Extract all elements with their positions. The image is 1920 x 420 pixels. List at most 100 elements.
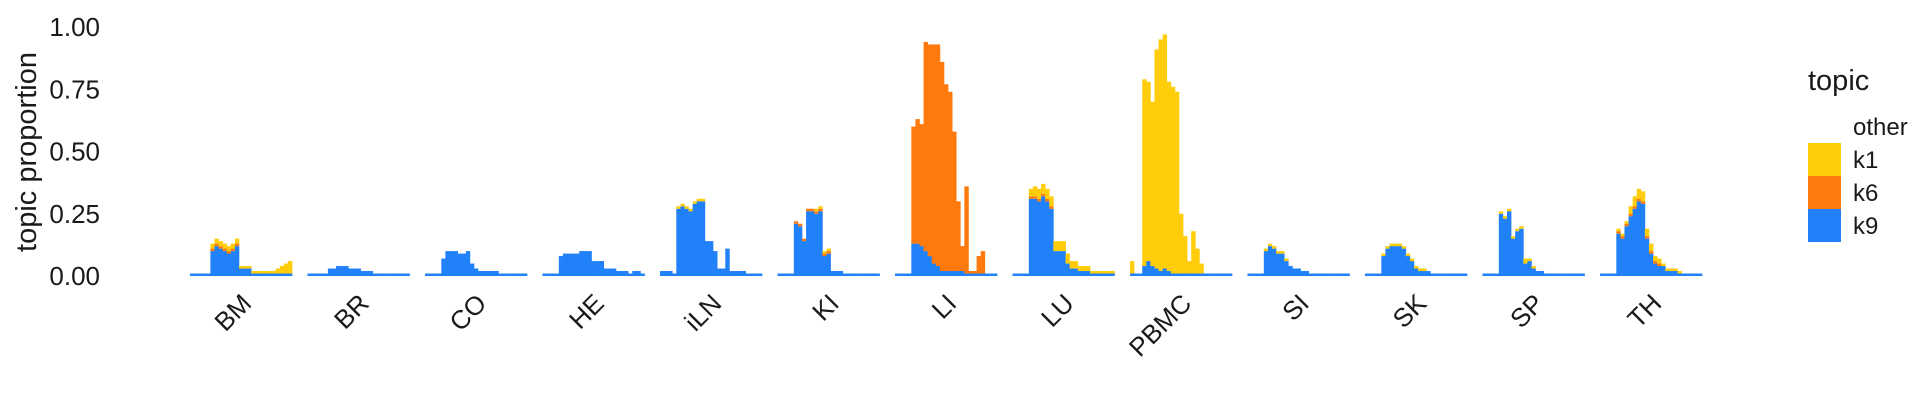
- bar-lu-k1: [1069, 261, 1075, 269]
- bar-sp-k9: [1511, 238, 1516, 276]
- bar-br-k9: [372, 273, 378, 276]
- bar-sk-k9: [1458, 273, 1464, 276]
- bar-he-k9: [554, 273, 560, 276]
- bar-sp-k9: [1490, 273, 1496, 276]
- bar-th-k9: [1600, 273, 1605, 276]
- bar-lu-k9: [1024, 273, 1030, 276]
- group-co: [425, 251, 528, 276]
- bar-co-k9: [457, 253, 463, 276]
- bar-bm-k9: [206, 273, 211, 276]
- bar-pbmc-k9: [1170, 273, 1176, 276]
- bar-sk-k9: [1389, 246, 1394, 276]
- bar-bm-k9: [230, 251, 236, 276]
- bar-sp-k9: [1502, 218, 1508, 276]
- bar-br-k9: [385, 273, 390, 276]
- bar-bm-k6: [218, 246, 223, 249]
- bar-si-k9: [1251, 273, 1257, 276]
- bar-he-k9: [587, 251, 592, 276]
- bar-sk-k1: [1397, 243, 1403, 247]
- bar-si-k9: [1280, 253, 1285, 276]
- bar-pbmc-k9: [1191, 273, 1196, 276]
- bar-si-k9: [1255, 273, 1261, 276]
- bar-th-k9: [1685, 273, 1691, 276]
- bar-ki-k9: [875, 273, 880, 276]
- bar-bm-k1: [251, 271, 256, 274]
- bar-sk-k9: [1401, 248, 1407, 276]
- bar-lu-k9: [1106, 273, 1111, 276]
- bar-bm-k9: [214, 246, 219, 276]
- bar-th-k9: [1677, 273, 1682, 276]
- bar-pbmc-k1: [1130, 261, 1135, 274]
- bar-pbmc-k9: [1142, 266, 1147, 276]
- bar-li-k9: [964, 273, 969, 276]
- bar-li-k9: [984, 273, 990, 276]
- bar-pbmc-k1: [1154, 49, 1159, 269]
- bar-sp-k9: [1551, 273, 1557, 276]
- bar-li-k6: [976, 256, 982, 274]
- bar-bm-k1: [210, 243, 215, 249]
- bar-si-k1: [1276, 251, 1281, 254]
- bar-th-k6: [1628, 213, 1633, 217]
- bar-co-k9: [506, 273, 512, 276]
- bar-ki-k9: [797, 226, 803, 276]
- bar-co-k9: [514, 273, 520, 276]
- bar-si-k9: [1308, 273, 1314, 276]
- bar-lu-k9: [1036, 201, 1042, 276]
- group-si: [1247, 243, 1350, 276]
- x-tick-label: CO: [443, 288, 492, 337]
- bar-iln-k9: [680, 206, 685, 276]
- bar-ki-k6: [818, 208, 823, 212]
- bar-th-k9: [1653, 263, 1658, 276]
- bar-si-k9: [1333, 273, 1338, 276]
- bar-th-k1: [1657, 258, 1662, 264]
- bar-bm-k1: [247, 266, 252, 269]
- bar-sp-k9: [1482, 273, 1487, 276]
- bar-th-k1: [1653, 256, 1658, 262]
- bar-sk-k9: [1369, 273, 1374, 276]
- bar-pbmc-k9: [1195, 273, 1200, 276]
- bar-li-k6: [956, 201, 961, 272]
- bar-lu-k9: [1090, 273, 1095, 276]
- bar-th-k6: [1640, 201, 1646, 204]
- bar-si-k9: [1300, 271, 1305, 276]
- bar-lu-k9: [1073, 268, 1079, 276]
- bar-sk-k9: [1442, 273, 1447, 276]
- bar-lu-k1: [1077, 266, 1083, 272]
- bar-th-k1: [1632, 196, 1638, 207]
- bar-li-k6: [915, 119, 920, 244]
- bar-th-k9: [1665, 271, 1670, 276]
- bar-bm-k9: [194, 273, 199, 276]
- bar-bm-k1: [243, 266, 248, 269]
- bar-he-k9: [632, 271, 637, 276]
- bar-si-k9: [1329, 273, 1334, 276]
- bar-pbmc-k9: [1227, 273, 1233, 276]
- bar-lu-k1: [1090, 271, 1095, 274]
- x-tick-label: LI: [926, 288, 963, 325]
- bar-bm-k9: [263, 273, 268, 276]
- bar-co-k9: [465, 251, 471, 276]
- bar-th-k9: [1628, 216, 1633, 276]
- bar-th-k9: [1697, 273, 1703, 276]
- bar-lu-k9: [1016, 273, 1022, 276]
- legend-label-k1: k1: [1853, 147, 1878, 174]
- bar-si-k9: [1263, 251, 1269, 276]
- bar-he-k9: [624, 271, 629, 276]
- bar-he-k9: [620, 271, 625, 276]
- legend-label-k6: k6: [1853, 180, 1878, 207]
- bar-br-k9: [307, 273, 312, 276]
- bar-lu-k9: [1012, 273, 1017, 276]
- bar-si-k1: [1263, 248, 1269, 252]
- bar-lu-k1: [1061, 241, 1066, 252]
- bar-sk-k1: [1405, 253, 1411, 257]
- bar-li-k9: [980, 273, 986, 276]
- bar-li-k9: [919, 246, 924, 276]
- bar-bm-k1: [263, 271, 268, 274]
- bar-li-k9: [992, 273, 998, 276]
- bar-lu-k9: [1020, 273, 1026, 276]
- bar-br-k9: [401, 273, 406, 276]
- bar-iln-k9: [664, 271, 669, 276]
- bar-lu-k9: [1085, 271, 1091, 276]
- bar-lu-k6: [1036, 198, 1042, 202]
- bar-sk-k1: [1413, 266, 1419, 269]
- bar-co-k9: [502, 273, 507, 276]
